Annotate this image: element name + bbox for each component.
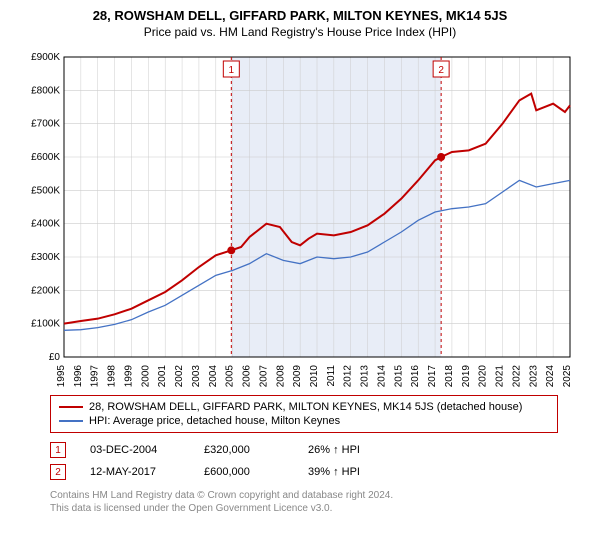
y-tick-label: £800K xyxy=(31,85,60,96)
x-tick-label: 2017 xyxy=(427,365,438,387)
x-tick-label: 2014 xyxy=(376,365,387,387)
marker-number: 2 xyxy=(438,65,444,76)
x-tick-label: 2008 xyxy=(275,365,286,387)
x-tick-label: 2019 xyxy=(461,365,472,387)
sale-price: £320,000 xyxy=(204,444,284,456)
x-tick-label: 1998 xyxy=(107,365,118,387)
sale-dot xyxy=(227,246,235,254)
x-tick-label: 2022 xyxy=(511,365,522,387)
y-tick-label: £0 xyxy=(49,352,61,363)
x-tick-label: 2007 xyxy=(258,365,269,387)
y-tick-label: £300K xyxy=(31,252,60,263)
x-tick-label: 2025 xyxy=(562,365,573,387)
x-tick-label: 1996 xyxy=(73,365,84,387)
line-chart-svg: £0 £100K £200K £300K £400K £500K £600K £700K £80… xyxy=(20,47,580,387)
x-tick-label: 2012 xyxy=(343,365,354,387)
license-line: This data is licensed under the Open Gov… xyxy=(50,502,588,515)
x-tick-label: 2020 xyxy=(478,365,489,387)
sale-date: 03-DEC-2004 xyxy=(90,444,180,456)
license-line: Contains HM Land Registry data © Crown c… xyxy=(50,489,588,502)
x-tick-label: 2018 xyxy=(444,365,455,387)
x-tick-label: 2011 xyxy=(326,365,337,387)
marker-number: 1 xyxy=(229,65,235,76)
x-tick-label: 2013 xyxy=(360,365,371,387)
legend-box: 28, ROWSHAM DELL, GIFFARD PARK, MILTON K… xyxy=(50,395,558,433)
x-tick-label: 2024 xyxy=(545,365,556,387)
legend-label: 28, ROWSHAM DELL, GIFFARD PARK, MILTON K… xyxy=(89,401,522,413)
sale-marker-number: 1 xyxy=(50,442,66,458)
legend-swatch xyxy=(59,406,83,408)
x-tick-label: 2001 xyxy=(157,365,168,387)
x-tick-label: 2000 xyxy=(140,365,151,387)
shaded-region xyxy=(231,57,441,357)
x-tick-label: 2006 xyxy=(242,365,253,387)
x-tick-label: 2003 xyxy=(191,365,202,387)
sale-dot xyxy=(437,153,445,161)
x-tick-label: 1995 xyxy=(56,365,67,387)
x-tick-label: 2016 xyxy=(410,365,421,387)
legend-label: HPI: Average price, detached house, Milt… xyxy=(89,415,340,427)
x-tick-label: 2002 xyxy=(174,365,185,387)
sale-price: £600,000 xyxy=(204,466,284,478)
sales-table: 1 03-DEC-2004 £320,000 26% ↑ HPI 2 12-MAY-201… xyxy=(50,439,588,483)
x-tick-label: 2021 xyxy=(495,365,506,387)
legend-row: 28, ROWSHAM DELL, GIFFARD PARK, MILTON K… xyxy=(59,400,549,414)
x-tick-label: 1997 xyxy=(90,365,101,387)
sale-marker-number: 2 xyxy=(50,464,66,480)
legend-row: HPI: Average price, detached house, Milt… xyxy=(59,414,549,428)
x-tick-label: 2010 xyxy=(309,365,320,387)
sale-row: 2 12-MAY-2017 £600,000 39% ↑ HPI xyxy=(50,461,588,483)
sale-row: 1 03-DEC-2004 £320,000 26% ↑ HPI xyxy=(50,439,588,461)
y-tick-label: £100K xyxy=(31,319,60,330)
legend-swatch xyxy=(59,420,83,422)
chart-subtitle: Price paid vs. HM Land Registry's House … xyxy=(12,25,588,39)
y-tick-label: £200K xyxy=(31,285,60,296)
license-text: Contains HM Land Registry data © Crown c… xyxy=(50,489,588,515)
y-tick-label: £500K xyxy=(31,185,60,196)
y-tick-label: £400K xyxy=(31,219,60,230)
y-tick-label: £600K xyxy=(31,152,60,163)
x-tick-label: 2004 xyxy=(208,365,219,387)
x-tick-label: 2009 xyxy=(292,365,303,387)
y-tick-label: £900K xyxy=(31,52,60,63)
x-tick-label: 2023 xyxy=(528,365,539,387)
chart-area: £0 £100K £200K £300K £400K £500K £600K £700K £80… xyxy=(20,47,580,387)
x-tick-label: 1999 xyxy=(123,365,134,387)
x-tick-label: 2005 xyxy=(225,365,236,387)
chart-title: 28, ROWSHAM DELL, GIFFARD PARK, MILTON K… xyxy=(12,8,588,23)
sale-delta: 26% ↑ HPI xyxy=(308,444,360,456)
x-tick-label: 2015 xyxy=(393,365,404,387)
sale-delta: 39% ↑ HPI xyxy=(308,466,360,478)
y-tick-label: £700K xyxy=(31,119,60,130)
sale-date: 12-MAY-2017 xyxy=(90,466,180,478)
